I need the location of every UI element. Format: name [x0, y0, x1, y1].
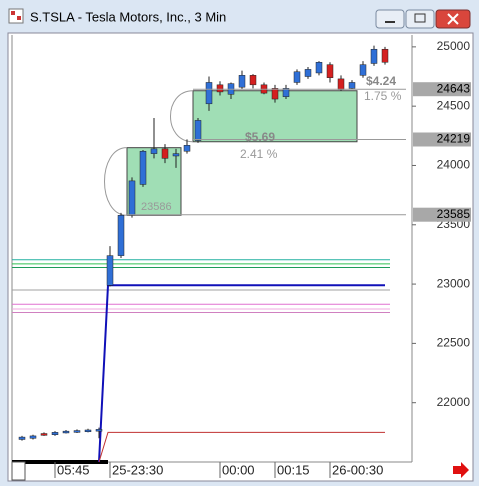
candle-body [117, 215, 125, 256]
candle-body [84, 429, 92, 433]
zone [192, 90, 358, 143]
candle-body [18, 436, 26, 440]
stop-line [98, 431, 385, 463]
price-badge-label: 24219 [437, 132, 471, 146]
price-badge [413, 82, 471, 97]
candle-body [139, 150, 147, 185]
candle-body [106, 255, 114, 286]
y-tick-label: 22500 [437, 336, 471, 350]
candle-body [194, 120, 202, 141]
candle-body [238, 75, 246, 88]
y-tick-label: 23000 [437, 276, 471, 290]
candle-body [271, 88, 279, 100]
scroll-thumb[interactable] [11, 461, 26, 481]
minimize-button[interactable] [375, 9, 405, 29]
note: 1.75 % [364, 89, 402, 103]
candle-body [348, 82, 356, 89]
x-tick-label: 05:45 [57, 462, 90, 477]
maximize-button[interactable] [405, 9, 435, 29]
price-badge [413, 207, 471, 222]
candle-body [95, 429, 103, 432]
candle-body [326, 64, 334, 78]
note: 2.41 % [240, 147, 278, 161]
candle-body [216, 84, 224, 93]
candle-body [370, 48, 378, 64]
candle-body [161, 148, 169, 159]
zone-label: 23586 [141, 201, 172, 213]
y-tick-label: 24000 [437, 158, 471, 172]
candle-body [337, 78, 345, 90]
price-badge-label: 23585 [437, 207, 471, 221]
candle-body [183, 145, 191, 152]
close-icon [447, 13, 459, 25]
candle-body [128, 180, 136, 216]
candle-body [359, 64, 367, 76]
candle-body [315, 62, 323, 74]
y-tick-label: 22000 [437, 395, 471, 409]
candle-body [51, 432, 59, 435]
price-badge [413, 132, 471, 147]
note: $5.69 [245, 130, 275, 144]
candle-body [293, 71, 301, 83]
scroll-right-arrow[interactable] [453, 462, 469, 478]
maximize-icon [414, 13, 426, 23]
zone-arc [170, 90, 194, 143]
candle-body [205, 82, 213, 105]
x-tick-label: 26-00:30 [332, 462, 383, 477]
candle-body [73, 430, 81, 433]
x-tick-label: 00:15 [277, 462, 310, 477]
app-icon-dot [17, 16, 21, 20]
candle-body [381, 48, 389, 63]
y-tick-label: 24500 [437, 98, 471, 112]
candle-body [62, 430, 70, 434]
x-tick-label: 00:00 [222, 462, 255, 477]
candle-body [40, 433, 48, 436]
x-tick-label: 25-23:30 [112, 462, 163, 477]
window-title: S.TSLA - Tesla Motors, Inc., 3 Min [30, 9, 226, 24]
zone [126, 147, 182, 216]
zone-arc [104, 147, 128, 216]
y-tick-label: 25000 [437, 39, 471, 53]
price-badge-label: 24643 [437, 81, 471, 95]
candle-body [304, 69, 312, 77]
candle-body [29, 435, 37, 439]
candle-body [249, 75, 257, 86]
candle-body [172, 153, 180, 157]
candle-body [150, 148, 158, 154]
app-icon-dot [11, 11, 15, 15]
candle-body [282, 88, 290, 97]
note: $4.24 [366, 74, 396, 88]
